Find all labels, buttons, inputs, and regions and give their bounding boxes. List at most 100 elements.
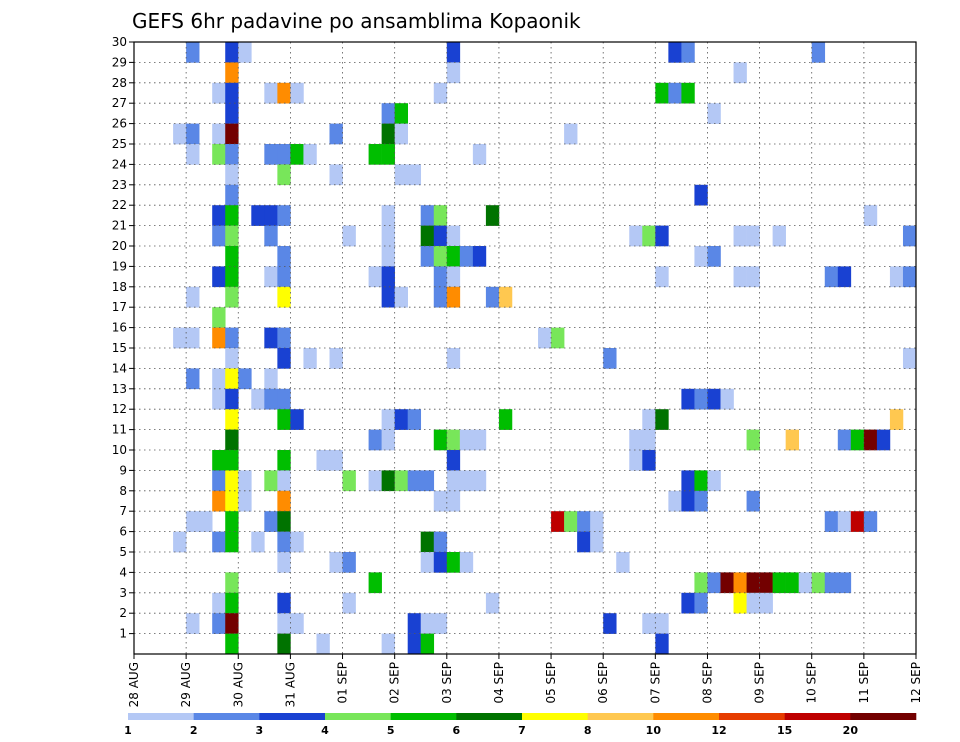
heatmap-cell [746,266,760,288]
heatmap-cell [837,266,852,288]
heatmap-cell [381,205,395,226]
heatmap-cell [277,490,291,512]
colorbar-legend: 1 2 3 4 5 6 7 8 10 12 15 20 [124,713,917,737]
heatmap-cell [238,470,252,492]
heatmap-cell [381,409,395,430]
heatmap-cell [876,429,891,451]
colorbar-label: 3 [256,724,264,737]
heatmap-cell [485,592,500,614]
heatmap-cell [225,388,239,410]
heatmap-cell [577,511,591,532]
colorbar-swatch [128,713,194,720]
y-tick-label: 3 [119,586,127,600]
y-tick-label: 16 [112,321,127,335]
heatmap-cell [381,225,395,247]
heatmap-cell [433,429,448,451]
heatmap-cell [277,613,291,634]
y-axis-ticks: 1234567891011121314151617181920212223242… [112,35,134,641]
heatmap-cell [277,266,291,288]
heatmap-cell [186,613,200,634]
heatmap-cell [186,42,200,63]
colorbar-label: 1 [124,724,132,737]
heatmap-cell [173,531,187,553]
heatmap-cell [707,388,721,410]
heatmap-cell [459,246,474,267]
heatmap-cell [381,144,395,165]
heatmap-cell [186,511,200,532]
heatmap-cell [733,592,747,614]
heatmap-cell [381,246,395,267]
heatmap-cell [264,388,278,410]
heatmap-cell [316,450,330,471]
heatmap-cell [264,511,278,532]
heatmap-cell [264,327,278,349]
colorbar-label: 4 [321,724,329,737]
heatmap-cell [446,470,461,492]
x-tick-label: 30 AUG [231,662,245,707]
heatmap-cell [850,429,865,451]
y-tick-label: 18 [112,280,127,294]
heatmap-cell [446,246,461,267]
heatmap-cell [707,246,721,267]
heatmap-cell [277,470,291,492]
heatmap-cell [173,123,187,145]
colorbar-swatch [456,713,523,720]
y-tick-label: 5 [119,545,127,559]
heatmap-cell [277,511,291,532]
heatmap-cell [394,123,408,145]
y-tick-label: 1 [119,627,127,641]
x-tick-label: 07 SEP [648,662,662,704]
heatmap-cell [303,144,317,165]
colorbar-label: 6 [453,724,461,737]
y-tick-label: 23 [112,178,127,192]
heatmap-cell [564,511,578,532]
heatmap-cell [238,368,252,390]
heatmap-cell [368,429,382,451]
x-tick-label: 09 SEP [753,662,767,704]
heatmap-cell [212,450,226,471]
heatmap-cell [303,348,317,369]
heatmap-cell [212,368,226,390]
heatmap-cell [381,123,395,145]
heatmap-cell [225,205,239,226]
heatmap-cell [433,225,448,247]
heatmap-cell [446,42,461,63]
heatmap-cell [681,592,695,614]
heatmap-cell [889,409,904,430]
heatmap-cell [264,144,278,165]
heatmap-cell [394,286,408,308]
heatmap-cell [225,123,239,145]
x-tick-label: 02 SEP [388,662,402,704]
heatmap-cell [433,266,448,288]
heatmap-cell [420,613,435,634]
heatmap-cell [733,225,747,247]
heatmap-cell [225,103,239,124]
x-tick-label: 06 SEP [596,662,610,704]
heatmap-cell [603,348,617,369]
heatmap-cell [446,450,461,471]
heatmap-cell [420,552,435,573]
heatmap-cell [277,246,291,267]
heatmap-cell [238,42,252,63]
heatmap-cell [186,368,200,390]
heatmap-cell [564,123,578,145]
heatmap-cell [629,225,643,247]
x-tick-label: 05 SEP [544,662,558,704]
heatmap-cell [655,613,669,634]
heatmap-cell [212,82,226,104]
heatmap-cell [694,388,708,410]
heatmap-cell [446,429,461,451]
heatmap-cell [694,572,708,594]
heatmap-cell [381,266,395,288]
heatmap-cell [225,286,239,308]
heatmap-cell [603,613,617,634]
heatmap-cell [694,246,708,267]
y-tick-label: 8 [119,484,127,498]
y-tick-label: 21 [112,219,127,233]
heatmap-cell [225,613,239,634]
y-tick-label: 14 [112,361,127,375]
y-tick-label: 22 [112,198,127,212]
heatmap-cell [342,225,356,247]
heatmap-cell [225,42,239,63]
heatmap-cell [212,307,226,328]
